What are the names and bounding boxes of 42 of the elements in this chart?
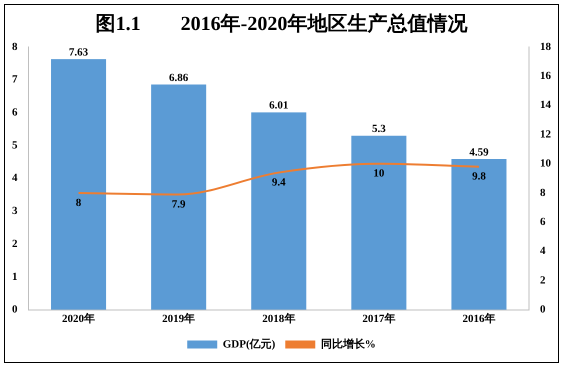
bar [351, 136, 406, 310]
x-tick-label: 2018年 [262, 312, 296, 326]
y2-tick-label: 0 [540, 304, 546, 316]
legend-label: GDP(亿元) [222, 338, 276, 350]
data-label: 4.59 [469, 146, 490, 158]
y-tick-label: 6 [12, 106, 18, 119]
data-label: 8 [76, 196, 82, 209]
y2-tick-label: 2 [540, 274, 546, 286]
y-tick-label: 5 [12, 139, 18, 152]
data-label: 9.8 [472, 170, 486, 183]
data-label: 7.9 [172, 198, 186, 210]
bar [251, 112, 306, 310]
y-tick-label: 2 [12, 238, 18, 250]
data-label: 10 [373, 168, 385, 180]
bar [451, 159, 506, 310]
y2-tick-label: 4 [540, 245, 546, 258]
y-tick-label: 4 [12, 172, 18, 184]
chart-title: 图1.1 2016年-2020年地区生产总值情况 [96, 12, 468, 36]
y2-tick-label: 14 [540, 99, 552, 112]
data-label: 9.4 [272, 176, 286, 188]
y-tick-label: 1 [12, 270, 18, 283]
y2-tick-label: 16 [540, 70, 552, 82]
y2-tick-label: 12 [540, 128, 552, 140]
data-label: 6.86 [169, 72, 189, 84]
bar [151, 84, 206, 310]
x-tick-label: 2019年 [162, 312, 196, 326]
y-tick-label: 8 [12, 40, 18, 53]
y-tick-label: 3 [12, 205, 18, 218]
legend-label: 同比增长% [320, 337, 376, 350]
y2-tick-label: 8 [540, 186, 546, 199]
y-tick-label: 0 [12, 304, 18, 316]
x-tick-label: 2016年 [462, 312, 496, 326]
y-tick-label: 7 [12, 74, 18, 86]
bar [51, 59, 106, 310]
x-tick-label: 2020年 [62, 312, 96, 326]
data-label: 6.01 [269, 100, 288, 112]
y2-tick-label: 18 [540, 40, 552, 53]
data-label: 5.3 [372, 123, 386, 136]
data-label: 7.63 [68, 46, 89, 58]
x-tick-label: 2017年 [362, 312, 396, 326]
y2-tick-label: 10 [540, 158, 552, 170]
y2-tick-label: 6 [540, 216, 546, 228]
